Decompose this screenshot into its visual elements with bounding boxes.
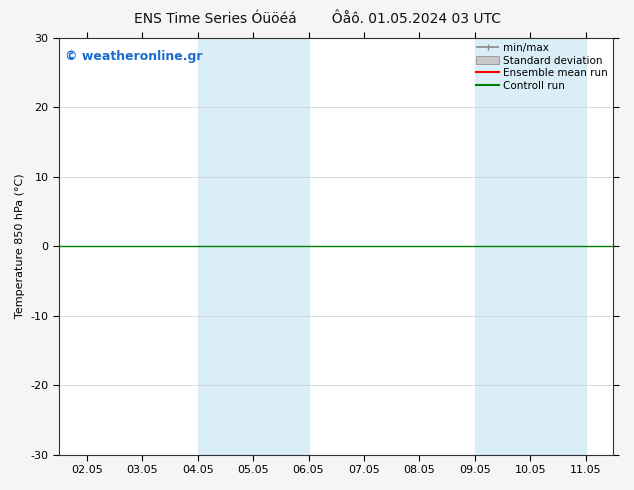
Bar xyxy=(475,38,586,455)
Text: © weatheronline.gr: © weatheronline.gr xyxy=(65,50,202,63)
Legend: min/max, Standard deviation, Ensemble mean run, Controll run: min/max, Standard deviation, Ensemble me… xyxy=(473,40,611,94)
Text: ENS Time Series Óüöéá        Ôåô. 01.05.2024 03 UTC: ENS Time Series Óüöéá Ôåô. 01.05.2024 03… xyxy=(134,12,500,26)
Y-axis label: Temperature 850 hPa (°C): Temperature 850 hPa (°C) xyxy=(15,174,25,318)
Bar xyxy=(198,38,253,455)
Bar xyxy=(253,38,309,455)
